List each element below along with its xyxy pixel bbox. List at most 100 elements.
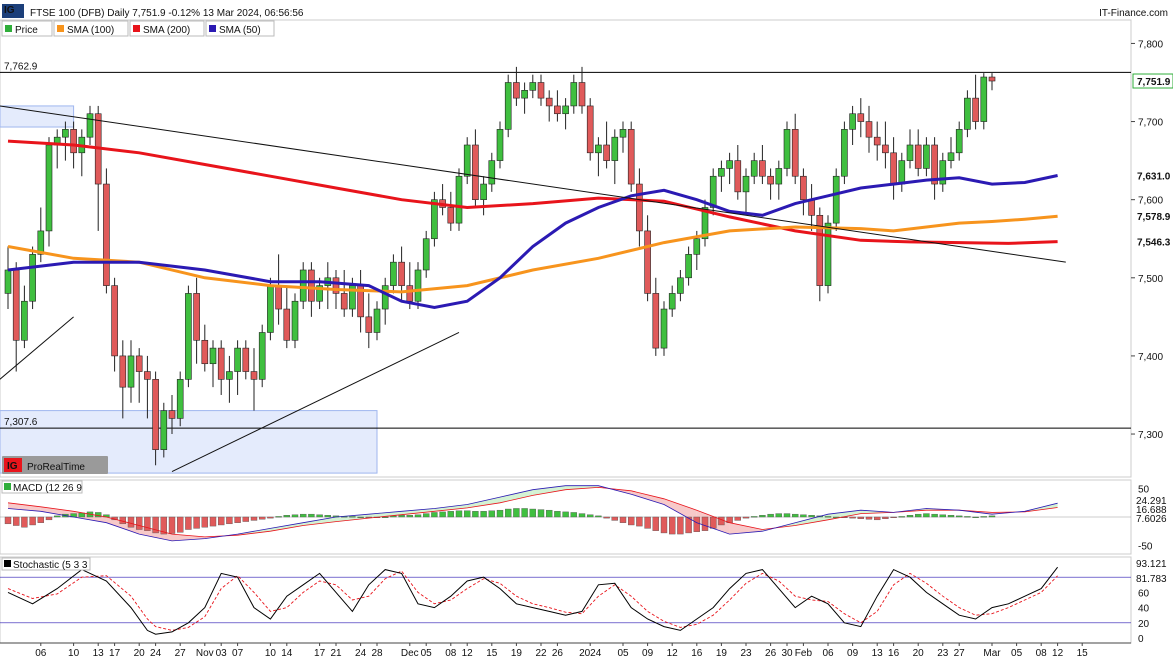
macd-bar	[800, 514, 807, 518]
macd-tick-label: -50	[1138, 541, 1153, 552]
macd-bar	[135, 516, 143, 530]
x-tick-label: 06	[35, 648, 47, 659]
x-tick-label: 24	[150, 648, 162, 659]
x-tick-label: 10	[265, 648, 277, 659]
y-tick-label: 7,600	[1138, 196, 1163, 207]
macd-bar	[751, 516, 758, 518]
candle-body	[931, 144, 938, 185]
macd-bar	[176, 516, 184, 533]
legend-label: SMA (200)	[143, 25, 190, 36]
x-tick-label: 09	[642, 648, 654, 659]
candle-body	[923, 144, 930, 169]
macd-bar	[882, 516, 889, 519]
candle-body	[906, 144, 914, 161]
macd-bar	[127, 516, 135, 528]
candle-body	[390, 261, 397, 286]
stoch-tick-label: 0	[1138, 634, 1144, 645]
macd-bar	[308, 513, 315, 518]
candle-body	[332, 277, 340, 294]
candle-body	[816, 214, 824, 286]
macd-fill-segment	[664, 498, 697, 523]
x-tick-label: 21	[330, 648, 342, 659]
macd-bar	[710, 516, 717, 529]
candle-body	[455, 175, 463, 224]
x-tick-label: Feb	[795, 648, 813, 659]
x-tick-label: 19	[511, 648, 523, 659]
macd-bar	[472, 511, 479, 518]
macd-label-swatch	[4, 483, 11, 490]
candle-body	[873, 136, 881, 146]
candle-body	[144, 371, 151, 380]
macd-fill-segment	[565, 485, 599, 490]
macd-bar	[956, 515, 963, 518]
candle-body	[62, 129, 69, 138]
candle-body	[275, 285, 282, 310]
macd-bar	[37, 516, 44, 523]
macd-bar	[980, 516, 987, 518]
macd-fill-segment	[467, 497, 500, 508]
macd-bar	[357, 516, 364, 519]
candle-body	[398, 261, 405, 286]
x-tick-label: 17	[314, 648, 326, 659]
macd-bar	[480, 511, 487, 518]
x-tick-label: Nov	[196, 648, 214, 659]
ig-logo-icon	[2, 4, 24, 18]
candle-body	[783, 129, 791, 169]
candle-body	[234, 347, 241, 372]
macd-bar	[267, 516, 274, 519]
macd-bar	[619, 516, 627, 523]
macd-bar	[562, 511, 569, 518]
candle-body	[513, 82, 520, 99]
macd-bar	[546, 509, 553, 518]
candle-body	[414, 269, 422, 302]
candle-body	[258, 332, 266, 380]
macd-bar	[529, 508, 536, 518]
stoch-value-box	[1133, 558, 1169, 570]
x-tick-label: 08	[445, 648, 457, 659]
macd-bar	[185, 516, 192, 530]
x-tick-label: 30	[781, 648, 793, 659]
sma200-line	[7, 139, 1058, 245]
candle-body	[841, 129, 848, 177]
macd-bar	[865, 516, 873, 520]
macd-fill-segment	[303, 517, 336, 526]
candle-body	[291, 300, 299, 341]
candle-body	[619, 129, 627, 138]
macd-bar	[857, 516, 864, 519]
macd-fill-segment	[401, 508, 435, 515]
y-tick-label: 7,800	[1138, 39, 1163, 50]
macd-bar	[890, 516, 897, 519]
macd-fill-segment	[270, 522, 304, 532]
x-tick-label: 19	[716, 648, 728, 659]
candle-body	[267, 285, 274, 333]
macd-label: MACD (12 26 9	[13, 483, 82, 494]
macd-value-box	[1133, 495, 1169, 505]
candle-body	[86, 113, 94, 138]
candle-body	[201, 339, 209, 365]
macd-bar	[209, 516, 217, 527]
chart-title: FTSE 100 (DFB) Daily 7,751.9 -0.12% 13 M…	[30, 8, 304, 19]
trendline	[0, 105, 1066, 263]
x-tick-label: 10	[68, 648, 80, 659]
candle-body	[242, 347, 250, 372]
candle-body	[209, 347, 217, 365]
legend-swatch	[133, 25, 140, 32]
candle-body	[37, 230, 45, 255]
candle-body	[447, 207, 455, 224]
x-tick-label: 13	[93, 648, 105, 659]
stochastic-label: Stochastic (5 3 3	[13, 560, 88, 571]
candle-body	[660, 308, 668, 349]
x-tick-label: 07	[232, 648, 244, 659]
x-tick-label: 28	[371, 648, 383, 659]
macd-bar	[455, 510, 463, 518]
macd-bar	[578, 513, 586, 518]
candle-body	[135, 355, 143, 372]
prorealtime-logo-icon	[4, 458, 22, 472]
right-value-label: 7,578.9	[1137, 212, 1171, 223]
macd-bar	[849, 516, 856, 519]
x-tick-label: 24	[355, 648, 367, 659]
macd-bar	[636, 516, 643, 527]
candle-body	[185, 293, 192, 380]
macd-bar	[250, 516, 258, 521]
